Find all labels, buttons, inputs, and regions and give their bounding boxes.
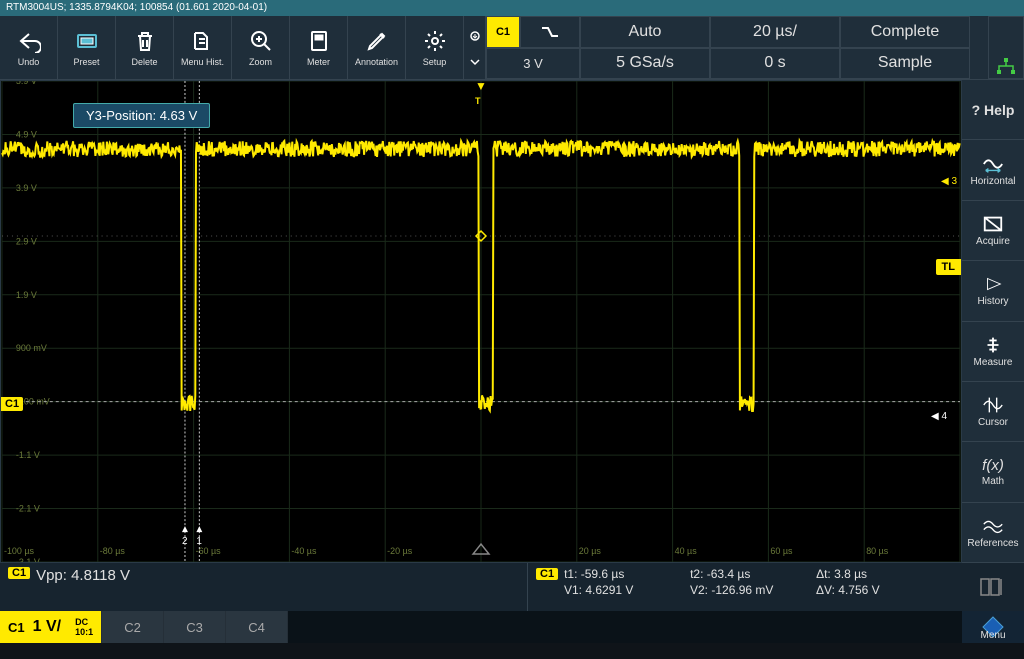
svg-text:1.9 V: 1.9 V: [16, 290, 37, 300]
menu-button[interactable]: Menu: [962, 611, 1024, 643]
trigger-level-badge[interactable]: TL: [936, 259, 961, 275]
preset-button[interactable]: Preset: [58, 16, 116, 79]
meas-channel-badge: C1: [8, 567, 30, 579]
run-state[interactable]: Complete: [840, 16, 970, 48]
svg-text:2.9 V: 2.9 V: [16, 236, 37, 246]
cursor-tooltip: Y3-Position: 4.63 V: [73, 103, 210, 128]
setup-button[interactable]: Setup: [406, 16, 464, 79]
svg-text:-3.1 V: -3.1 V: [16, 557, 40, 562]
time-per-div[interactable]: 20 µs/: [710, 16, 840, 48]
svg-text:2: 2: [182, 536, 188, 547]
meter-label: Meter: [307, 57, 330, 67]
svg-text:900 mV: 900 mV: [16, 343, 47, 353]
help-button[interactable]: ? Help: [962, 80, 1024, 140]
svg-text:20 µs: 20 µs: [579, 546, 602, 556]
trigger-mode[interactable]: Auto: [580, 16, 710, 48]
measure-button[interactable]: Measure: [962, 322, 1024, 382]
svg-text:-100 µs: -100 µs: [4, 546, 35, 556]
trigger-channel[interactable]: C1: [486, 16, 520, 48]
svg-text:-2.1 V: -2.1 V: [16, 504, 40, 514]
toolbar: Undo Preset Delete Menu Hist. Zoom Meter…: [0, 16, 1024, 80]
cursor-measurements[interactable]: C1 t1: -59.6 µs t2: -63.4 µs Δt: 3.8 µs …: [528, 563, 962, 611]
channel1-tab[interactable]: C1 1 V/ DC10:1: [0, 611, 102, 643]
undo-label: Undo: [18, 57, 40, 67]
history-button[interactable]: History: [962, 261, 1024, 321]
delete-button[interactable]: Delete: [116, 16, 174, 79]
measurement-vpp[interactable]: C1 Vpp: 4.8118 V: [0, 563, 528, 611]
svg-text:-20 µs: -20 µs: [387, 546, 413, 556]
channel4-tab[interactable]: C4: [226, 611, 288, 643]
horizontal-button[interactable]: Horizontal: [962, 140, 1024, 200]
acquisition-mode[interactable]: Sample: [840, 48, 970, 80]
svg-text:80 µs: 80 µs: [866, 546, 889, 556]
side-panel: ? Help Horizontal Acquire History Measur…: [962, 80, 1024, 563]
svg-text:60 µs: 60 µs: [770, 546, 793, 556]
acquire-button[interactable]: Acquire: [962, 201, 1024, 261]
main: -100 µs-80 µs-60 µs-40 µs-20 µs20 µs40 µ…: [0, 80, 1024, 563]
cursor-channel-badge: C1: [536, 568, 558, 580]
svg-text:4.9 V: 4.9 V: [16, 129, 37, 139]
trigger-slope[interactable]: [520, 16, 580, 48]
svg-text:40 µs: 40 µs: [675, 546, 698, 556]
setup-label: Setup: [423, 57, 447, 67]
menu-hist-button[interactable]: Menu Hist.: [174, 16, 232, 79]
svg-text:-80 µs: -80 µs: [100, 546, 126, 556]
cursor-button[interactable]: Cursor: [962, 382, 1024, 442]
zoom-label: Zoom: [249, 57, 272, 67]
channel3-tab[interactable]: C3: [164, 611, 226, 643]
channel-bar: C1 1 V/ DC10:1 C2 C3 C4 Menu: [0, 611, 1024, 643]
trigger-position-marker: ▼T: [475, 80, 487, 107]
cursor4-label: ◀ 4: [931, 411, 947, 422]
svg-text:-1.1 V: -1.1 V: [16, 450, 40, 460]
channel2-tab[interactable]: C2: [102, 611, 164, 643]
svg-text:5.9 V: 5.9 V: [16, 81, 37, 86]
acquisition-status: C1 Auto 20 µs/ Complete 3 V 5 GSa/s 0 s …: [486, 16, 988, 79]
delete-label: Delete: [131, 57, 157, 67]
waveform-display[interactable]: -100 µs-80 µs-60 µs-40 µs-20 µs20 µs40 µ…: [0, 80, 962, 563]
horizontal-delay[interactable]: 0 s: [710, 48, 840, 80]
math-button[interactable]: f(x) Math: [962, 442, 1024, 502]
cursor3-label: ◀ 3: [941, 176, 957, 187]
svg-text:-40 µs: -40 µs: [291, 546, 317, 556]
undo-button[interactable]: Undo: [0, 16, 58, 79]
side-extra-icon[interactable]: [962, 563, 1024, 611]
titlebar: RTM3004US; 1335.8794K04; 100854 (01.601 …: [0, 0, 1024, 16]
annotation-button[interactable]: Annotation: [348, 16, 406, 79]
svg-text:1: 1: [196, 536, 202, 547]
zoom-button[interactable]: Zoom: [232, 16, 290, 79]
meter-button[interactable]: Meter: [290, 16, 348, 79]
menu-hist-label: Menu Hist.: [181, 57, 224, 67]
waveform-svg: -100 µs-80 µs-60 µs-40 µs-20 µs20 µs40 µ…: [1, 81, 961, 562]
measurement-bar: C1 Vpp: 4.8118 V C1 t1: -59.6 µs t2: -63…: [0, 563, 1024, 611]
preset-label: Preset: [73, 57, 99, 67]
sample-rate[interactable]: 5 GSa/s: [580, 48, 710, 80]
network-icon[interactable]: [988, 16, 1024, 79]
trigger-level[interactable]: 3 V: [486, 48, 580, 80]
channel1-ground-badge[interactable]: C1: [1, 397, 23, 411]
annotation-label: Annotation: [355, 57, 398, 67]
svg-text:3.9 V: 3.9 V: [16, 183, 37, 193]
references-button[interactable]: References: [962, 503, 1024, 563]
toolbar-more-button[interactable]: [464, 16, 486, 79]
